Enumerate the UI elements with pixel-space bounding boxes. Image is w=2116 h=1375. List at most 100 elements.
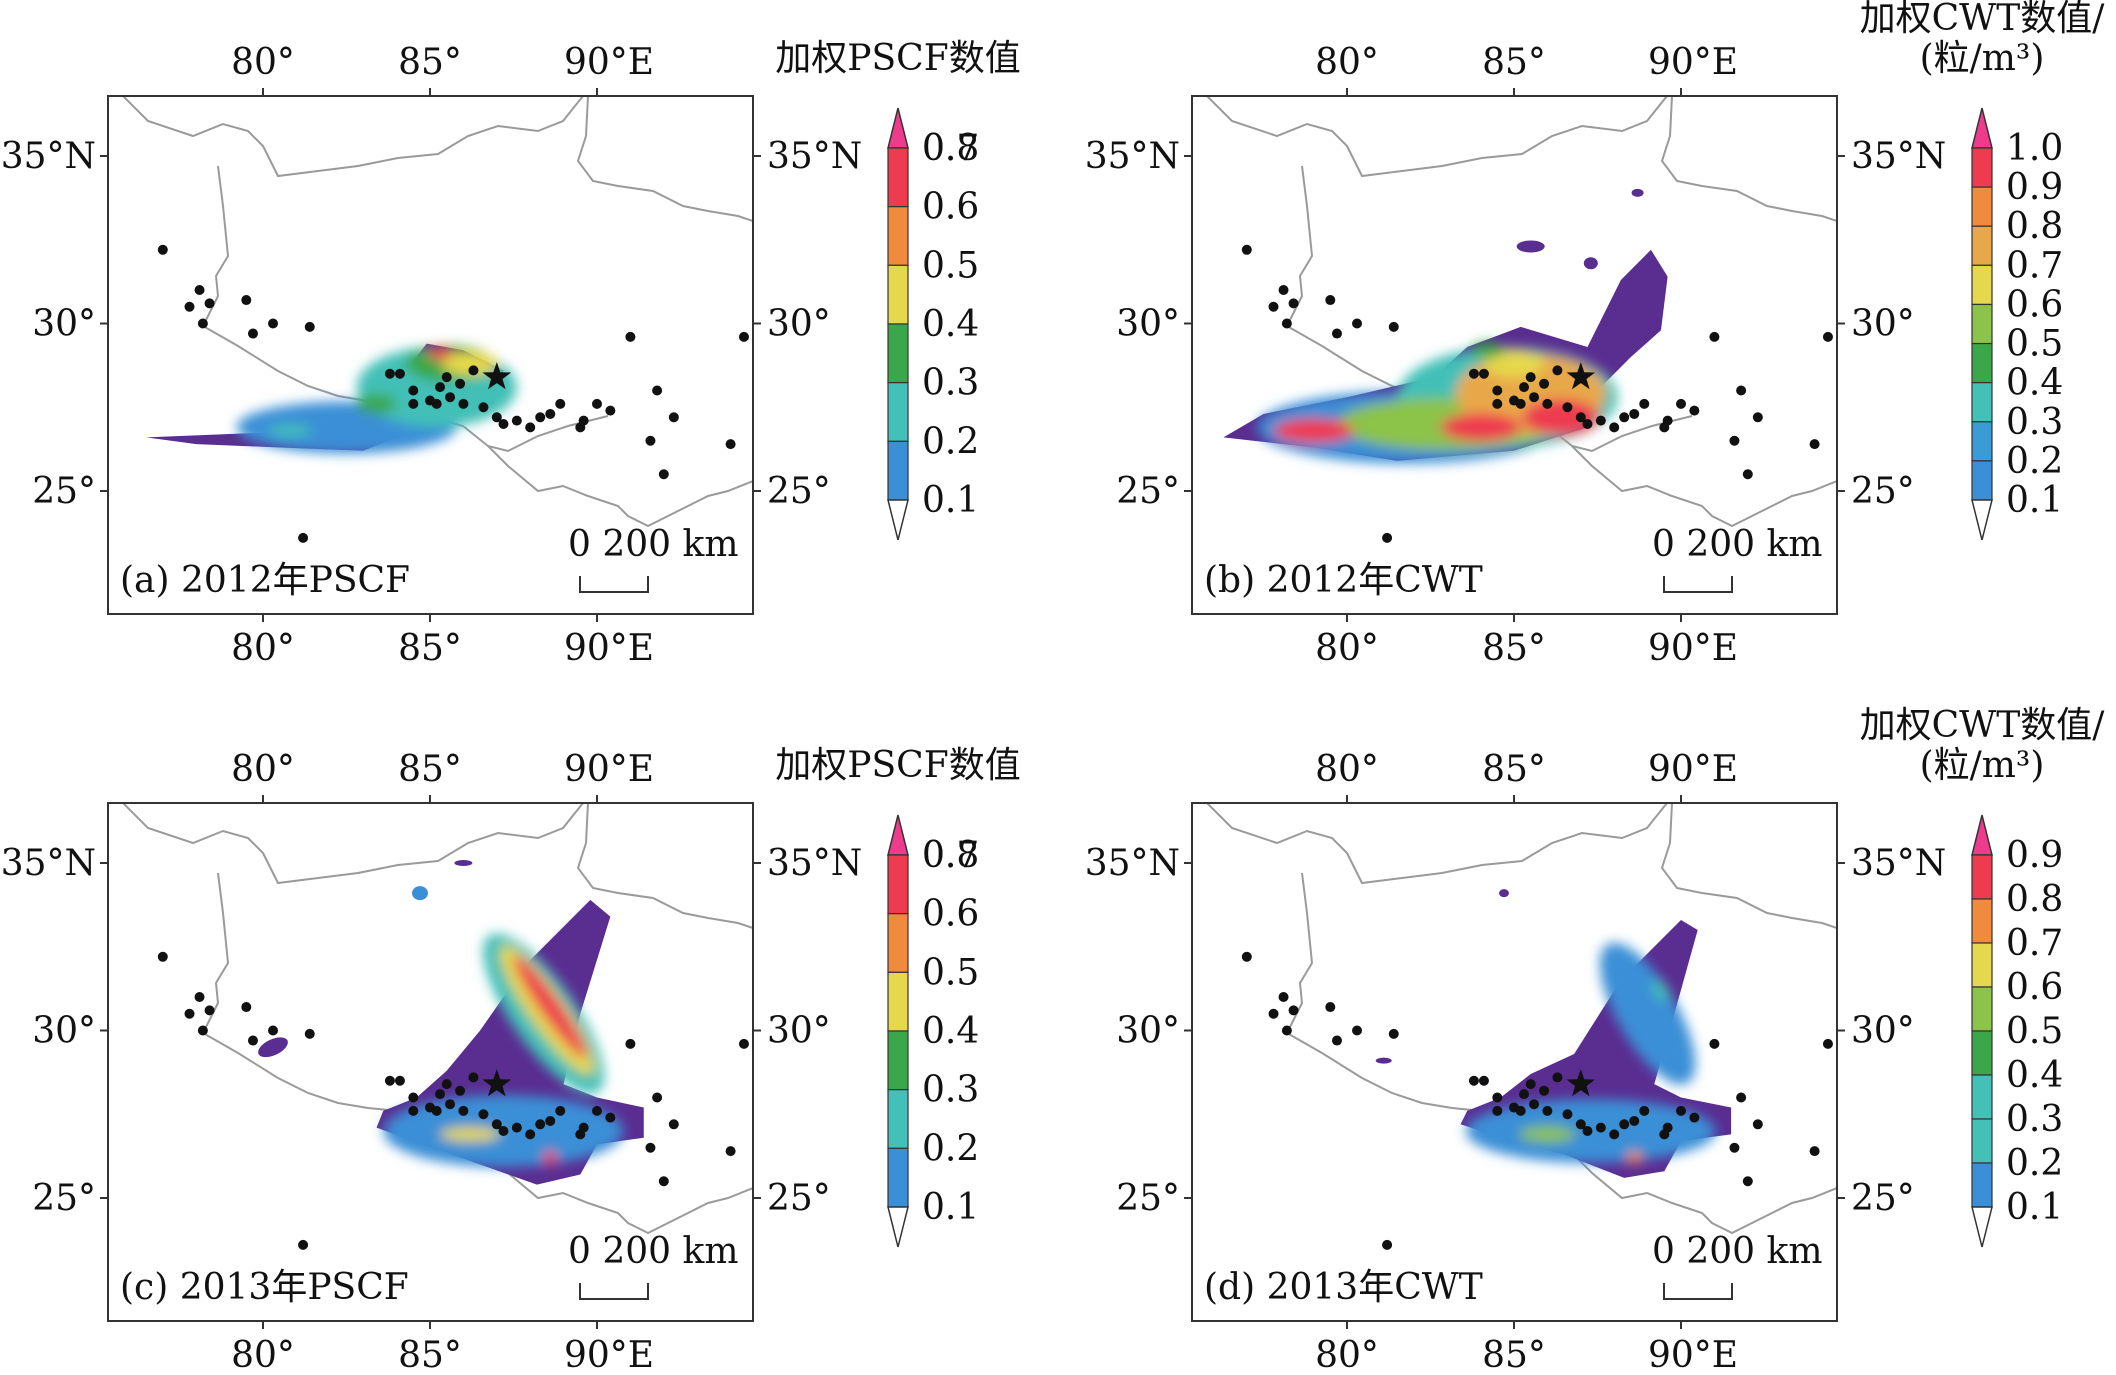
city-dot [1529, 392, 1540, 403]
city-dot [1575, 412, 1586, 423]
colorbar-tick: 0.2 [2006, 441, 2063, 482]
scale-bar [1663, 1283, 1733, 1300]
map-panel-c: 80° 80° 85° 85° 90°E 90°E 35°N 35°N 30° 30° 25° 25°… [1, 745, 1021, 1375]
city-dot [197, 1025, 208, 1036]
scale-label: 0 200 km [568, 1231, 738, 1272]
city-dot [435, 382, 446, 393]
colorbar-segment [887, 971, 909, 1032]
city-dot [247, 1035, 258, 1046]
city-dot [535, 412, 546, 423]
city-dot [1529, 1099, 1540, 1110]
city-dot [384, 368, 395, 379]
city-dot [1752, 412, 1763, 423]
boundary-line [1571, 1152, 1837, 1235]
colorbar-segment [887, 1030, 909, 1091]
city-dot [1562, 1109, 1573, 1120]
lon-tick-bottom: 90°E [564, 628, 654, 669]
city-dot [408, 398, 419, 409]
lon-tick-bottom: 80° [1315, 1335, 1379, 1375]
colorbar-tick: 0.2 [922, 421, 979, 462]
city-dot [298, 1239, 309, 1250]
city-dot [658, 1176, 669, 1187]
boundary-line [487, 445, 753, 528]
colorbar-tick: 0.3 [2006, 1099, 2063, 1140]
city-dot [1352, 1025, 1363, 1036]
colorbar-title: 加权PSCF数值 [775, 38, 1020, 79]
city-dot [652, 385, 663, 396]
field-contours [258, 860, 644, 1185]
colorbar-segment [1971, 264, 1993, 306]
city-dot [738, 331, 749, 342]
city-dot [268, 1025, 279, 1036]
lat-tick-right: 35°N [767, 843, 862, 884]
panel-label: (a) 2012年PSCF [120, 560, 410, 601]
city-dot [511, 1122, 522, 1133]
city-dot [194, 285, 205, 295]
city-dot [625, 1038, 636, 1049]
city-dot [1468, 1075, 1479, 1086]
city-dot [1542, 398, 1553, 409]
colorbar-tick: 0.8 [922, 128, 979, 169]
city-dot [1478, 1075, 1489, 1086]
boundary-line [1571, 445, 1837, 528]
lon-tick-bottom: 90°E [1648, 1335, 1738, 1375]
scale-label: 0 200 km [1652, 1231, 1822, 1272]
contour-level [1273, 418, 1354, 443]
colorbar-tick: 0.2 [2006, 1143, 2063, 1184]
city-dot [498, 1126, 509, 1136]
map-panel-b: 80° 80° 85° 85° 90°E 90°E 35°N 35°N 30° 30° 25° 25°… [1085, 0, 2106, 669]
city-dot [384, 1075, 395, 1086]
city-dot [1736, 385, 1747, 396]
boundary-line [1660, 96, 1837, 222]
scale-bar [579, 576, 649, 593]
lon-tick-bottom: 85° [1482, 1335, 1546, 1375]
city-dot [605, 405, 616, 416]
scale-label: 0 200 km [1652, 524, 1822, 565]
city-dot [1639, 1105, 1650, 1116]
contour-level [428, 347, 453, 360]
city-dot [1629, 408, 1640, 419]
colorbar-segment [1971, 1074, 1993, 1120]
colorbar-tick: 0.7 [922, 835, 979, 876]
city-dot [455, 1085, 466, 1096]
city-dot [1709, 1038, 1720, 1049]
city-dot [1325, 295, 1336, 306]
city-dot [1619, 412, 1630, 423]
colorbar-segment [1971, 147, 1993, 188]
colorbar-segment [1971, 986, 1993, 1032]
lon-tick-bottom: 85° [398, 628, 462, 669]
map-panel-a: 80° 80° 85° 85° 90°E 90°E 35°N 35°N 30° 30° 25° 25°… [1, 38, 1021, 669]
colorbar: 0.1 0.2 0.3 0.4 0.5 0.6 0.70.8 加权PSCF数值 [775, 38, 1021, 541]
colorbar-segment [887, 382, 909, 442]
city-points [1241, 951, 1833, 1250]
colorbar-tick: 0.4 [922, 1011, 979, 1052]
colorbar-segment [1971, 225, 1993, 266]
city-dot [204, 298, 215, 309]
colorbar-tick: 0.1 [2006, 480, 2063, 521]
lat-tick-left: 30° [1116, 1011, 1180, 1052]
lat-tick-right: 35°N [1851, 843, 1946, 884]
city-dot [1331, 328, 1342, 339]
colorbar-tick: 0.6 [922, 894, 979, 935]
city-dot [1288, 298, 1299, 309]
field-contours [1223, 188, 1668, 464]
city-dot [1478, 368, 1489, 379]
colorbar-tick: 0.1 [2006, 1187, 2063, 1228]
city-dot [441, 372, 452, 383]
colorbar-tick: 0.8 [2006, 879, 2063, 920]
contour-level [1599, 942, 1696, 1085]
map-panel-d: 80° 80° 85° 85° 90°E 90°E 35°N 35°N 30° 30° 25° 25°… [1085, 705, 2106, 1375]
colorbar-tick: 0.9 [2006, 167, 2063, 208]
city-dot [491, 1119, 502, 1130]
contour-level [1519, 1126, 1576, 1143]
panel-label: (b) 2012年CWT [1204, 560, 1483, 601]
scale-bar [579, 1283, 649, 1300]
city-dot [1736, 1092, 1747, 1103]
city-dot [431, 1105, 442, 1116]
lon-tick-top: 80° [231, 42, 295, 83]
panel-label: (d) 2013年CWT [1204, 1267, 1483, 1308]
city-dot [1382, 1239, 1393, 1250]
city-dot [441, 1079, 452, 1090]
colorbar-tick: 0.8 [2006, 206, 2063, 247]
